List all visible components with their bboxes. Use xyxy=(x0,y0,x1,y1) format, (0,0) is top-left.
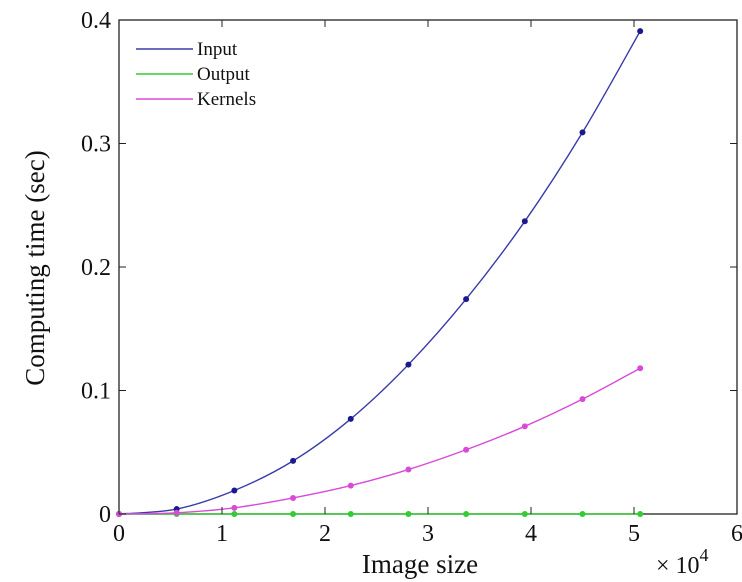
x-tick-label: 1 xyxy=(216,521,228,547)
data-point-kernels xyxy=(173,509,180,516)
data-point-input xyxy=(290,457,297,464)
y-tick-label: 0.4 xyxy=(81,8,111,34)
data-point-input xyxy=(347,415,354,422)
x-tick-label: 3 xyxy=(422,521,434,547)
data-point-output xyxy=(405,511,412,517)
x-tick-label: 4 xyxy=(525,521,537,547)
data-point-input xyxy=(405,361,412,368)
data-point-input xyxy=(521,218,528,225)
x-tick-label: 2 xyxy=(319,521,331,547)
x-axis-multiplier: × 104 xyxy=(656,545,709,579)
legend-label-kernels: Kernels xyxy=(197,89,256,110)
y-tick-label: 0 xyxy=(99,502,111,528)
y-tick-label: 0.3 xyxy=(81,132,111,158)
data-point-output xyxy=(521,511,528,517)
data-point-input xyxy=(463,296,470,303)
y-tick-label: 0.2 xyxy=(81,255,111,281)
x-axis-multiplier-exponent: 4 xyxy=(700,545,709,565)
data-point-output xyxy=(347,511,354,517)
data-point-output xyxy=(231,511,238,517)
data-point-output xyxy=(579,511,586,517)
x-axis-title: Image size xyxy=(362,549,478,579)
data-point-input xyxy=(637,28,644,35)
data-point-kernels xyxy=(463,446,470,453)
data-point-kernels xyxy=(521,423,528,430)
data-point-output xyxy=(637,511,644,517)
x-axis-multiplier-base: × 10 xyxy=(656,553,700,579)
legend: Input Output Kernels xyxy=(136,39,256,110)
x-tick-label: 6 xyxy=(731,521,742,547)
x-tick-label: 5 xyxy=(628,521,640,547)
data-point-output xyxy=(463,511,470,517)
legend-label-output: Output xyxy=(197,64,251,85)
series-line-input xyxy=(118,30,641,515)
data-point-kernels xyxy=(405,466,412,473)
series-layer xyxy=(116,28,644,517)
data-point-input xyxy=(231,487,238,494)
y-tick-label: 0.1 xyxy=(81,379,111,405)
data-point-input xyxy=(579,129,586,136)
x-tick-label: 0 xyxy=(113,521,125,547)
series-line-kernels xyxy=(118,367,641,515)
y-axis-title: Computing time (sec) xyxy=(20,150,50,385)
data-point-output xyxy=(290,511,297,517)
data-point-kernels xyxy=(231,504,238,511)
data-point-kernels xyxy=(290,494,297,501)
data-point-kernels xyxy=(347,482,354,489)
ticks-layer: 0 1 2 3 4 5 6 0 0.1 0.2 0.3 0.4 xyxy=(81,8,742,547)
data-point-kernels xyxy=(579,396,586,403)
legend-label-input: Input xyxy=(197,39,238,60)
data-point-kernels xyxy=(637,365,644,372)
